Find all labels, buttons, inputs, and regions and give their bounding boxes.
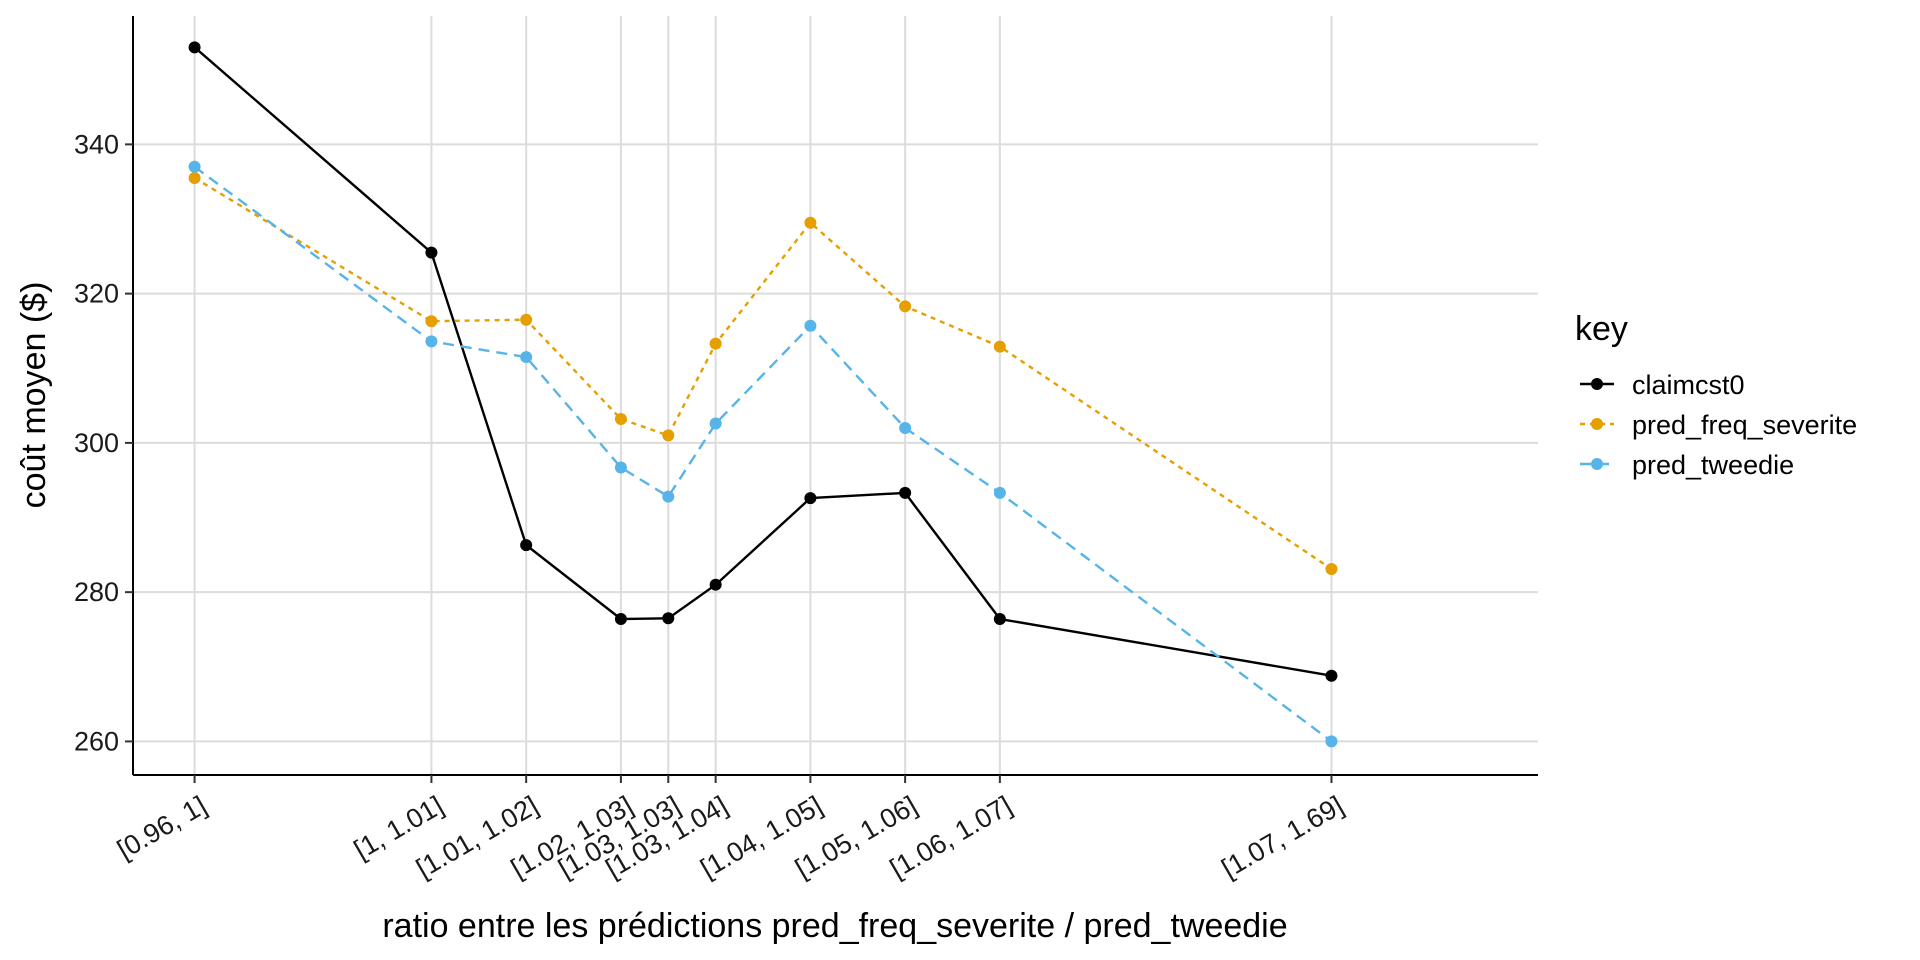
legend-label: pred_tweedie	[1632, 450, 1794, 480]
legend: key claimcst0 pred_freq_severite pred_twee…	[1575, 310, 1857, 480]
y-axis-title: coût moyen ($)	[15, 282, 53, 509]
x-tick-label: [1.07, 1.69]	[1216, 790, 1348, 884]
data-point-pred_tweedie	[520, 351, 533, 364]
y-tick-label: 320	[74, 279, 119, 309]
data-point-pred_tweedie	[804, 319, 817, 332]
data-point-pred_freq_severite	[614, 413, 627, 426]
y-tick-label: 280	[74, 577, 119, 607]
series	[188, 41, 1338, 748]
legend-key-point	[1591, 378, 1603, 390]
legend-label: pred_freq_severite	[1632, 410, 1857, 440]
data-point-pred_tweedie	[899, 421, 912, 434]
data-point-pred_tweedie	[662, 490, 675, 503]
data-point-pred_freq_severite	[993, 340, 1006, 353]
data-point-pred_tweedie	[709, 417, 722, 430]
data-point-pred_freq_severite	[662, 429, 675, 442]
data-point-pred_freq_severite	[709, 337, 722, 350]
y-tick-label: 340	[74, 129, 119, 159]
data-point-claimcst0	[804, 492, 817, 505]
data-point-claimcst0	[520, 539, 533, 552]
data-point-claimcst0	[993, 613, 1006, 626]
data-point-pred_freq_severite	[520, 313, 533, 326]
data-point-pred_freq_severite	[804, 216, 817, 229]
x-ticks: [0.96, 1] [1, 1.01][1.01, 1.02][1.02, 1.0…	[112, 775, 1348, 884]
data-point-pred_tweedie	[425, 335, 438, 348]
y-tick-label: 260	[74, 726, 119, 756]
data-point-claimcst0	[709, 578, 722, 591]
data-point-pred_freq_severite	[425, 315, 438, 328]
legend-items: claimcst0 pred_freq_severite pred_tweedie	[1580, 370, 1857, 480]
data-point-claimcst0	[662, 612, 675, 625]
data-point-claimcst0	[188, 41, 201, 54]
data-point-claimcst0	[614, 613, 627, 626]
data-point-pred_tweedie	[188, 160, 201, 173]
series-line-pred_tweedie	[193, 165, 1333, 743]
y-ticks: 260 280 300 320 340	[74, 129, 133, 756]
data-point-pred_tweedie	[1325, 735, 1338, 748]
data-point-pred_tweedie	[993, 486, 1006, 499]
x-axis-title: ratio entre les prédictions pred_freq_se…	[382, 907, 1287, 945]
data-point-pred_freq_severite	[1325, 563, 1338, 576]
data-point-claimcst0	[899, 486, 912, 499]
legend-key-point	[1591, 458, 1603, 470]
legend-label: claimcst0	[1632, 370, 1745, 400]
data-point-claimcst0	[1325, 669, 1338, 682]
series-line-pred_freq_severite	[193, 176, 1333, 570]
data-point-pred_tweedie	[614, 461, 627, 474]
legend-key-point	[1591, 418, 1603, 430]
data-point-pred_freq_severite	[899, 300, 912, 313]
data-point-claimcst0	[425, 246, 438, 259]
series-line-claimcst0	[193, 46, 1332, 677]
y-tick-label: 300	[74, 428, 119, 458]
data-point-pred_freq_severite	[188, 171, 201, 184]
x-tick-label: [0.96, 1]	[112, 790, 212, 865]
axes	[132, 16, 1538, 776]
grid	[133, 16, 1538, 775]
legend-title: key	[1575, 310, 1628, 348]
